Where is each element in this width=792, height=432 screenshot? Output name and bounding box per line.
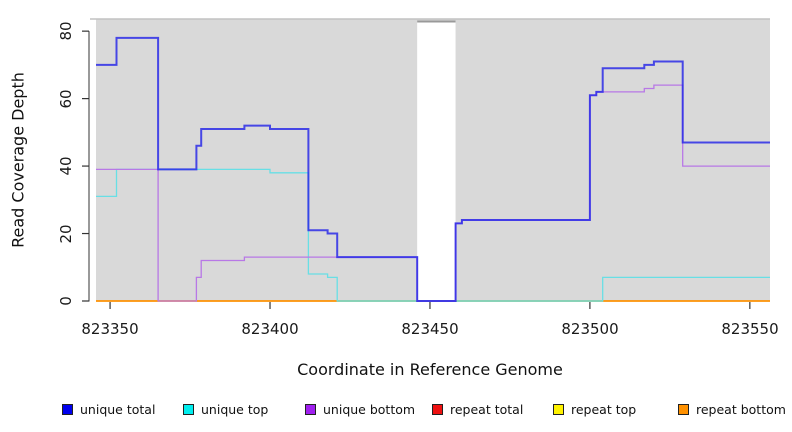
legend-item-unique-total: unique total [62,401,155,417]
y-tick-label-80: 80 [57,21,75,41]
x-tick-label-823500: 823500 [561,320,619,338]
legend-item-repeat-total: repeat total [432,401,523,417]
x-tick-label-823450: 823450 [401,320,459,338]
y-axis-title: Read Coverage Depth [8,72,28,248]
x-tick-label-823350: 823350 [81,320,139,338]
y-tick-label-40: 40 [57,156,75,176]
legend-item-repeat-top: repeat top [553,401,636,417]
legend-swatch-repeat-top [553,403,564,415]
legend-swatch-repeat-total [432,403,443,415]
x-tick-label-823550: 823550 [721,320,779,338]
series-unique-total-line [96,36,770,302]
y-tick-label-60: 60 [57,88,75,109]
legend-label-repeat-total: repeat total [450,401,524,417]
y-tick-label-0: 0 [57,296,75,306]
legend-swatch-repeat-bottom [678,403,689,415]
x-tick-label-823400: 823400 [241,320,299,338]
y-tick-label-20: 20 [57,223,75,244]
x-axis-title: Coordinate in Reference Genome [297,360,563,379]
legend-item-unique-bottom: unique bottom [305,401,415,417]
legend-swatch-unique-total [62,403,73,415]
legend-label-repeat-top: repeat top [571,401,637,417]
legend-item-repeat-bottom: repeat bottom [678,401,786,417]
legend-item-unique-top: unique top [183,401,268,417]
legend-swatch-unique-top [183,403,194,415]
legend-label-unique-top: unique top [201,401,269,417]
legend-label-unique-total: unique total [80,401,156,417]
coverage-gap-band [417,21,456,301]
legend-label-unique-bottom: unique bottom [323,401,416,417]
legend-swatch-unique-bottom [305,403,316,415]
legend-label-repeat-bottom: repeat bottom [696,401,786,417]
